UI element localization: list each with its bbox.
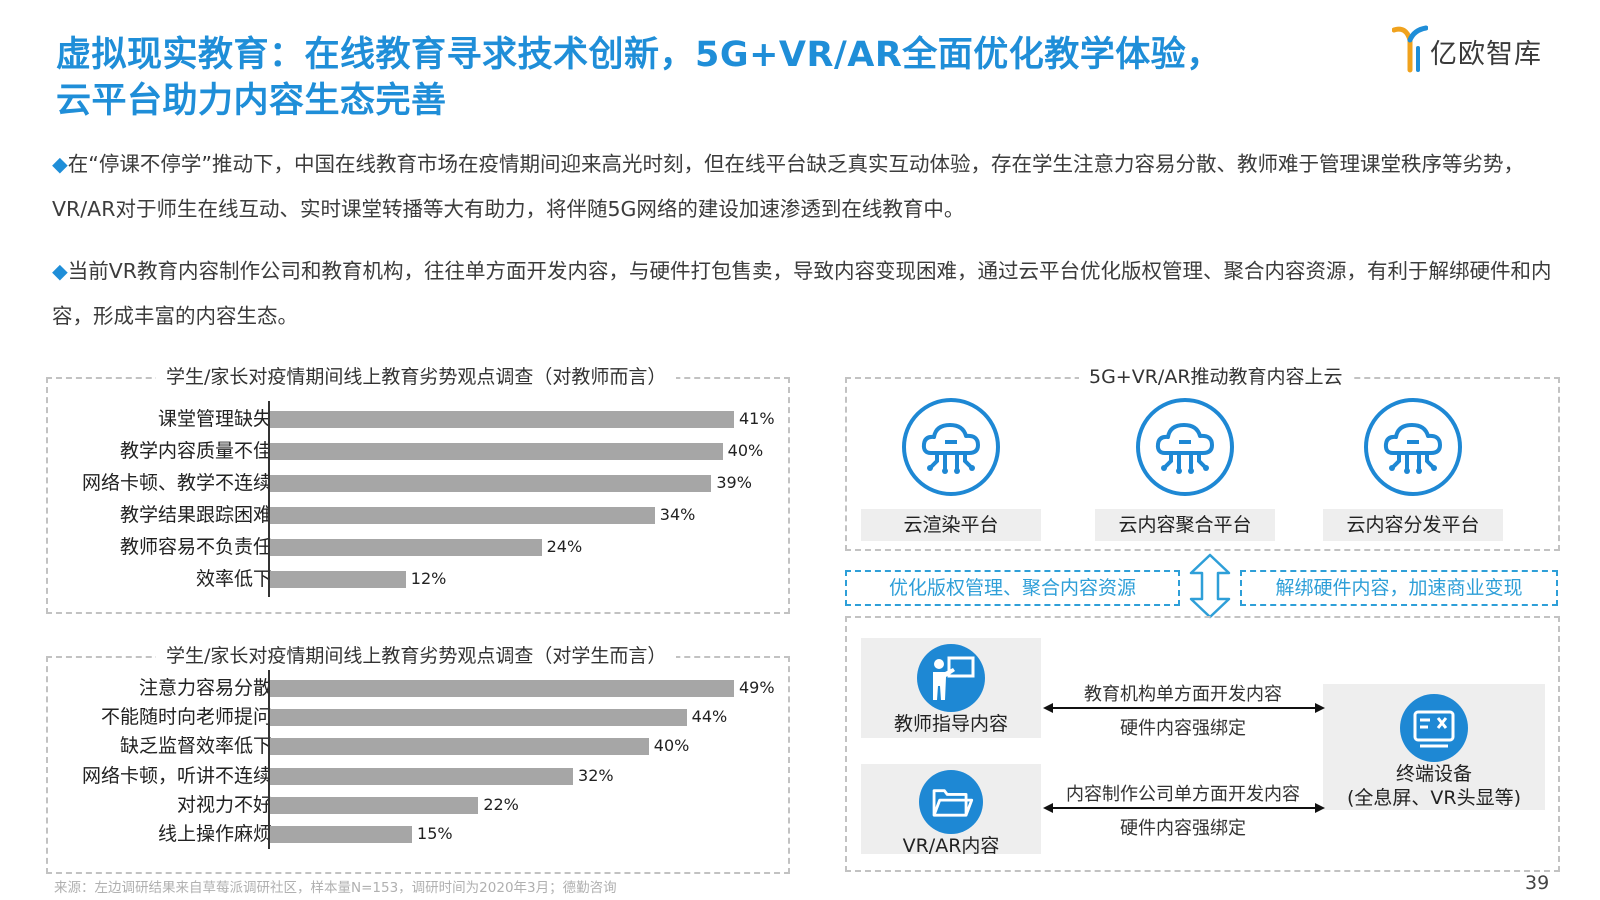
title-line-2: 云平台助力内容生态完善 [56, 81, 447, 121]
bar-value-label: 24% [546, 537, 583, 556]
bar-row: 网络卡顿，听讲不连续 32% [48, 762, 792, 790]
bar-row: 课堂管理缺失 41% [48, 405, 792, 433]
bar-value-label: 40% [727, 441, 764, 460]
cloud-platform-panel: 5G+VR/AR推动教育内容上云 云渲染平台 云内容聚合平台 [845, 365, 1560, 551]
bar-category-label: 不能随时向老师提问 [100, 706, 272, 729]
bar-category-label: 网络卡顿，听讲不连续 [81, 764, 272, 787]
flow-1-top-label: 教育机构单方面开发内容 [1084, 684, 1282, 705]
paragraph-2-text: 当前VR教育内容制作公司和教育机构，往往单方面开发内容，与硬件打包售卖，导致内容… [52, 259, 1552, 328]
bar [270, 767, 574, 785]
bar [270, 411, 734, 428]
cloud-computing-icon [902, 398, 1000, 496]
paragraph-1: ◆在“停课不停学”推动下，中国在线教育市场在疫情期间迎来高光时刻，但在线平台缺乏… [52, 142, 1562, 232]
bar-row: 注意力容易分散 49% [48, 674, 792, 702]
bar-value-label: 34% [659, 505, 696, 524]
chart-title: 学生/家长对疫情期间线上教育劣势观点调查（对教师而言） [156, 365, 677, 389]
platform-label-distribute: 云内容分发平台 [1323, 509, 1503, 541]
bar-value-label: 44% [691, 707, 728, 727]
bar-row: 线上操作麻烦 15% [48, 820, 792, 848]
device-box-label: 终端设备 [1395, 763, 1472, 785]
bar-row: 对视力不好 22% [48, 791, 792, 819]
bar-category-label: 效率低下 [195, 568, 272, 590]
bar [270, 826, 413, 843]
chart-title: 学生/家长对疫情期间线上教育劣势观点调查（对学生而言） [156, 644, 677, 668]
bar-row: 教学结果跟踪困难 34% [48, 501, 792, 529]
bar-row: 教学内容质量不佳 40% [48, 437, 792, 465]
bar-value-label: 32% [578, 765, 614, 785]
device-box: 终端设备 (全息屏、VR头显等) [1323, 684, 1545, 810]
bar-category-label: 线上操作麻烦 [157, 823, 272, 845]
bar [270, 796, 479, 814]
bar-category-label: 缺乏监督效率低下 [119, 735, 272, 758]
tag-unbind: 解绑硬件内容，加速商业变现 [1240, 570, 1558, 606]
flow-1-bottom-label: 硬件内容强绑定 [1120, 718, 1246, 739]
platform-item: 云内容聚合平台 [1095, 397, 1275, 541]
bar-value-label: 22% [483, 794, 519, 814]
chart-axis [268, 401, 270, 597]
bar-category-label: 网络卡顿、教学不连续 [81, 472, 272, 494]
source-note: 来源：左边调研结果来自草莓派调研社区，样本量N=153，调研时间为2020年3月… [54, 880, 617, 896]
cloud-computing-icon [1364, 398, 1462, 496]
bar-value-label: 49% [739, 678, 775, 697]
flow-2-arrow-icon [1043, 803, 1325, 813]
chart-student-panel: 学生/家长对疫情期间线上教育劣势观点调查（对学生而言） 注意力容易分散 49% 不能… [46, 644, 792, 874]
bar [270, 443, 723, 460]
teacher-box-label: 教师指导内容 [893, 713, 1008, 735]
bar-row: 缺乏监督效率低下 40% [48, 732, 792, 760]
bar-category-label: 教学内容质量不佳 [119, 440, 272, 462]
terminal-device-icon [1400, 694, 1468, 762]
bar-value-label: 40% [653, 736, 690, 756]
chart-teacher-panel: 学生/家长对疫情期间线上教育劣势观点调查（对教师而言） 课堂管理缺失 41% 教学内… [46, 365, 792, 614]
paragraph-2: ◆当前VR教育内容制作公司和教育机构，往往单方面开发内容，与硬件打包售卖，导致内… [52, 249, 1562, 339]
bar-category-label: 对视力不好 [176, 793, 272, 816]
bar-category-label: 教学结果跟踪困难 [119, 504, 272, 526]
bar [270, 709, 687, 727]
tag-copyright: 优化版权管理、聚合内容资源 [845, 570, 1180, 606]
bar-category-label: 教师容易不负责任 [119, 536, 272, 558]
bar-row: 不能随时向老师提问 44% [48, 703, 792, 731]
bar [270, 680, 734, 697]
page-number: 39 [1525, 872, 1550, 894]
chart-axis [268, 670, 270, 850]
bar [270, 507, 655, 524]
logo-mark-icon [1392, 25, 1428, 73]
vrar-box-label: VR/AR内容 [902, 835, 1000, 857]
teacher-board-icon [917, 644, 985, 712]
bar [270, 539, 542, 556]
bar-row: 效率低下 12% [48, 565, 792, 593]
platform-label-render: 云渲染平台 [861, 509, 1041, 541]
device-box-sublabel: (全息屏、VR头显等) [1346, 787, 1522, 809]
bullet-diamond: ◆ [52, 152, 68, 176]
platform-item: 云渲染平台 [861, 397, 1041, 541]
teacher-box: 教师指导内容 [861, 638, 1041, 738]
paragraph-1-text: 在“停课不停学”推动下，中国在线教育市场在疫情期间迎来高光时刻，但在线平台缺乏真… [52, 152, 1525, 221]
vrar-box: VR/AR内容 [861, 764, 1041, 857]
bar [270, 571, 406, 588]
folder-icon [919, 770, 983, 834]
title-line-1: 虚拟现实教育：在线教育寻求技术创新，5G+VR/AR全面优化教学体验， [56, 35, 1222, 75]
flow-2-bottom-label: 硬件内容强绑定 [1120, 818, 1246, 839]
content-flow-panel: 教师指导内容 VR/AR内容 终端设备 (全息屏、VR头显等) 教育机构单方面开… [845, 616, 1560, 872]
diagram-title: 5G+VR/AR推动教育内容上云 [1079, 365, 1353, 389]
bar-row: 网络卡顿、教学不连续 39% [48, 469, 792, 497]
logo-text: 亿欧智库 [1430, 39, 1542, 70]
double-arrow-icon [1189, 553, 1231, 619]
bar-value-label: 12% [410, 569, 447, 588]
bar [270, 475, 712, 492]
bar-category-label: 课堂管理缺失 [157, 408, 272, 430]
flow-2-top-label: 内容制作公司单方面开发内容 [1066, 784, 1300, 805]
bar-category-label: 注意力容易分散 [138, 677, 272, 699]
bar-value-label: 39% [716, 473, 752, 492]
platform-item: 云内容分发平台 [1323, 397, 1503, 541]
page-title: 虚拟现实教育：在线教育寻求技术创新，5G+VR/AR全面优化教学体验， 云平台助… [56, 32, 1356, 124]
flow-1-arrow-icon [1043, 703, 1325, 713]
bullet-diamond: ◆ [52, 259, 68, 283]
bar [270, 738, 649, 756]
platform-label-aggregate: 云内容聚合平台 [1095, 509, 1275, 541]
bar-row: 教师容易不负责任 24% [48, 533, 792, 561]
cloud-computing-icon [1136, 398, 1234, 496]
bar-value-label: 15% [417, 824, 453, 843]
bar-value-label: 41% [739, 409, 775, 428]
logo: 亿欧智库 [1392, 22, 1572, 76]
